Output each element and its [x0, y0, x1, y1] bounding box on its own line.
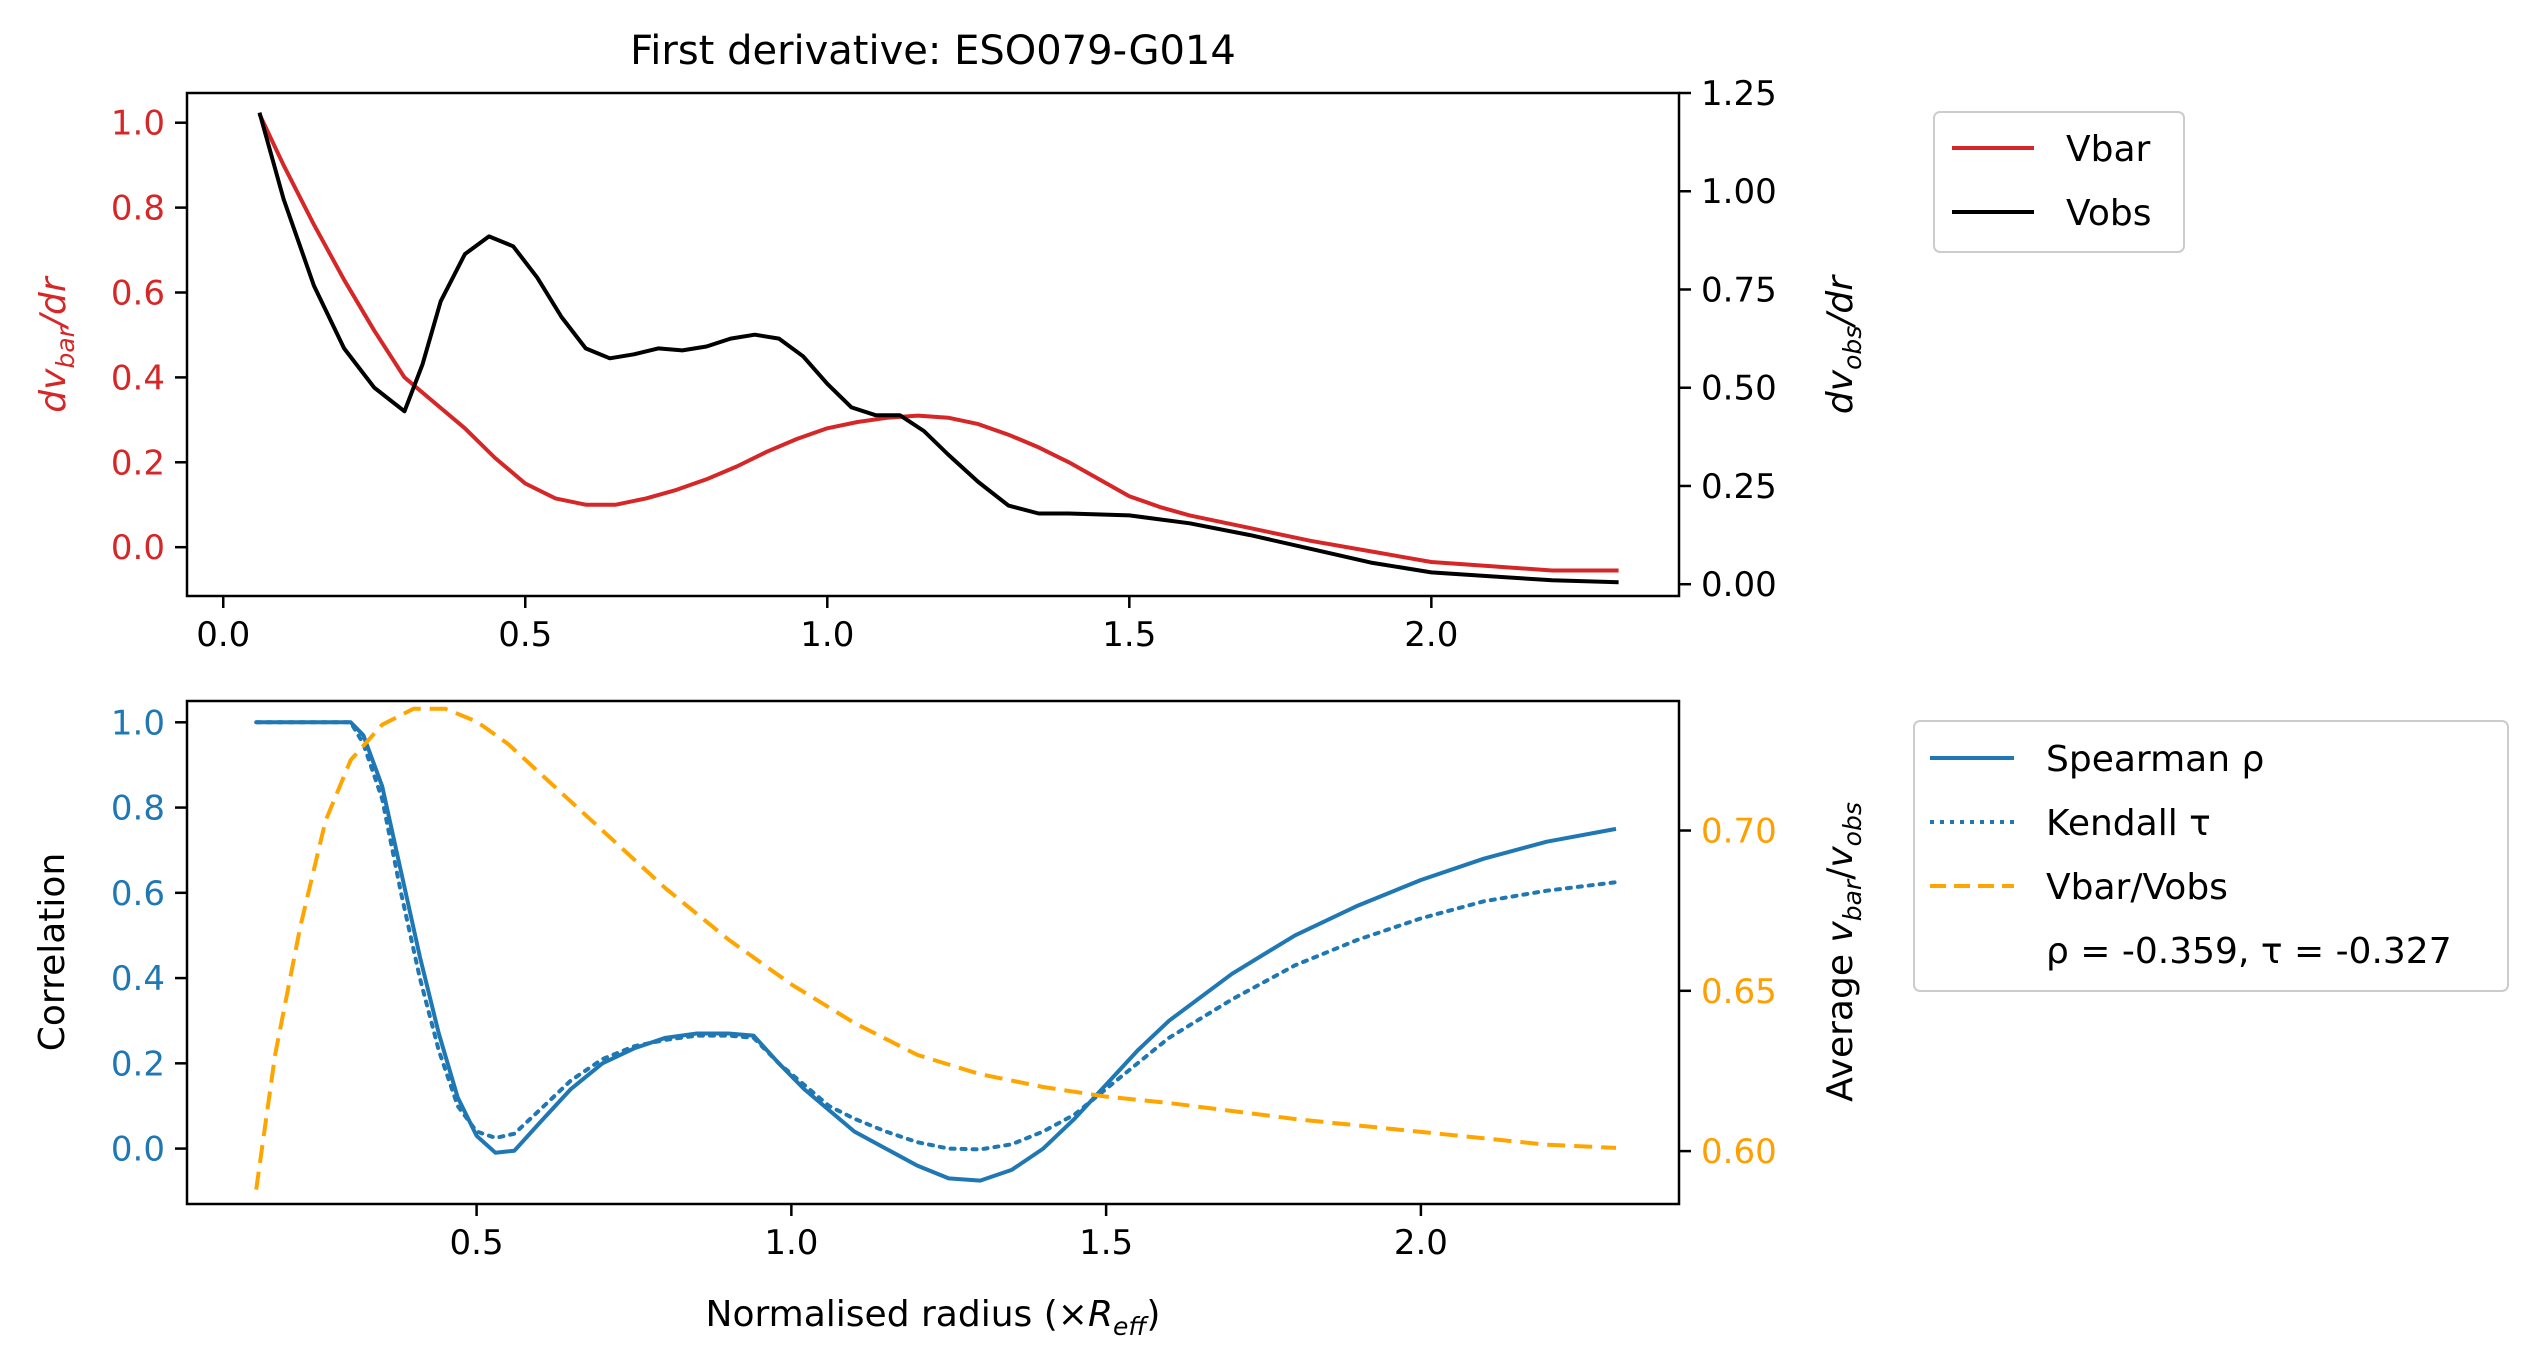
top-chart-title: First derivative: ESO079-G014 — [630, 28, 1236, 74]
bottom-x-tick-label: 1.0 — [764, 1223, 818, 1263]
top-x-tick-label: 2.0 — [1404, 615, 1458, 655]
legend-entry-vobs: Vobs — [1952, 193, 2151, 234]
bottom-legend-frame — [1913, 720, 2509, 992]
top-left-y-axis: 0.0 0.2 0.4 0.6 0.8 1.0 — [111, 104, 187, 568]
top-left-y-tick-label: 0.0 — [111, 528, 165, 568]
bottom-x-tick-label: 0.5 — [450, 1223, 504, 1263]
top-right-y-tick-label: 1.00 — [1701, 172, 1777, 212]
top-axes-frame — [185, 91, 1681, 598]
top-x-tick-label: 1.5 — [1102, 615, 1156, 655]
legend-label-vobs: Vobs — [2066, 193, 2151, 234]
top-plot-area — [257, 112, 1619, 585]
bottom-legend: Spearman ρ Kendall τ Vbar/Vobs ρ = -0.35… — [1913, 720, 2509, 992]
legend-entry-kendall: Kendall τ — [1930, 803, 2211, 844]
bottom-x-axis: 0.5 1.0 1.5 2.0 — [450, 1204, 1448, 1263]
bottom-x-tick-label: 1.5 — [1079, 1223, 1133, 1263]
top-left-y-tick-label: 1.0 — [111, 104, 165, 144]
top-x-tick-label: 1.0 — [800, 615, 854, 655]
top-left-y-tick-label: 0.6 — [111, 274, 165, 314]
bottom-right-y-tick-label: 0.65 — [1701, 972, 1777, 1012]
top-right-y-tick-label: 0.50 — [1701, 369, 1777, 409]
bottom-right-y-tick-label: 0.60 — [1701, 1132, 1777, 1172]
legend-entry-vbar: Vbar — [1952, 129, 2151, 170]
bottom-left-y-tick-label: 0.4 — [111, 959, 165, 999]
top-right-y-tick-label: 1.25 — [1701, 74, 1777, 114]
series-line-vobs — [257, 112, 1619, 585]
top-right-y-axis: 0.00 0.25 0.50 0.75 1.00 1.25 — [1679, 74, 1777, 605]
legend-correlation-summary: ρ = -0.359, τ = -0.327 — [2046, 931, 2452, 972]
bottom-left-y-axis-label: Correlation — [32, 853, 73, 1052]
top-right-y-tick-label: 0.25 — [1701, 467, 1777, 507]
series-line-vbar-vobs — [254, 706, 1617, 1190]
legend-label-spearman: Spearman ρ — [2046, 739, 2264, 780]
bottom-left-y-tick-label: 0.2 — [111, 1044, 165, 1084]
legend-label-vbar: Vbar — [2066, 129, 2151, 170]
bottom-panel: 0.5 1.0 1.5 2.0 0.0 0.2 0.4 0.6 0.8 1.0 0.60 0.65… — [32, 699, 2509, 1341]
bottom-plot-area — [254, 706, 1618, 1190]
bottom-axes-frame — [185, 699, 1681, 1206]
top-left-y-tick-label: 0.4 — [111, 358, 165, 398]
bottom-right-y-tick-label: 0.70 — [1701, 812, 1777, 852]
top-legend: Vbar Vobs — [1933, 111, 2185, 253]
bottom-x-axis-label: Normalised radius (×Reff) — [706, 1294, 1161, 1341]
legend-entry-spearman: Spearman ρ — [1930, 739, 2264, 780]
top-left-y-tick-label: 0.8 — [111, 189, 165, 229]
series-line-vbar — [257, 113, 1619, 573]
legend-label-kendall: Kendall τ — [2046, 803, 2211, 844]
top-left-y-axis-label: dvbar/dr — [33, 275, 80, 413]
top-right-y-tick-label: 0.75 — [1701, 270, 1777, 310]
legend-entry-vbar-vobs: Vbar/Vobs — [1930, 867, 2228, 908]
bottom-right-y-axis-label: Average vbar/vobs — [1820, 802, 1867, 1102]
series-line-spearman — [256, 720, 1617, 1183]
top-x-axis: 0.0 0.5 1.0 1.5 2.0 — [196, 596, 1458, 655]
top-x-tick-label: 0.5 — [498, 615, 552, 655]
bottom-left-y-tick-label: 1.0 — [111, 703, 165, 743]
bottom-left-y-tick-label: 0.6 — [111, 874, 165, 914]
bottom-left-y-tick-label: 0.0 — [111, 1130, 165, 1170]
bottom-left-y-tick-label: 0.8 — [111, 789, 165, 829]
bottom-left-y-axis: 0.0 0.2 0.4 0.6 0.8 1.0 — [111, 703, 187, 1170]
bottom-right-y-axis: 0.60 0.65 0.70 — [1679, 812, 1777, 1172]
top-left-y-tick-label: 0.2 — [111, 443, 165, 483]
series-line-kendall — [254, 720, 1618, 1152]
top-right-y-tick-label: 0.00 — [1701, 565, 1777, 605]
bottom-x-tick-label: 2.0 — [1394, 1223, 1448, 1263]
top-x-tick-label: 0.0 — [196, 615, 250, 655]
top-right-y-axis-label: dvobs/dr — [1820, 274, 1867, 414]
top-panel: First derivative: ESO079-G014 0.0 0.5 1.0 1… — [33, 28, 2185, 655]
legend-label-vbar-vobs: Vbar/Vobs — [2046, 867, 2228, 908]
